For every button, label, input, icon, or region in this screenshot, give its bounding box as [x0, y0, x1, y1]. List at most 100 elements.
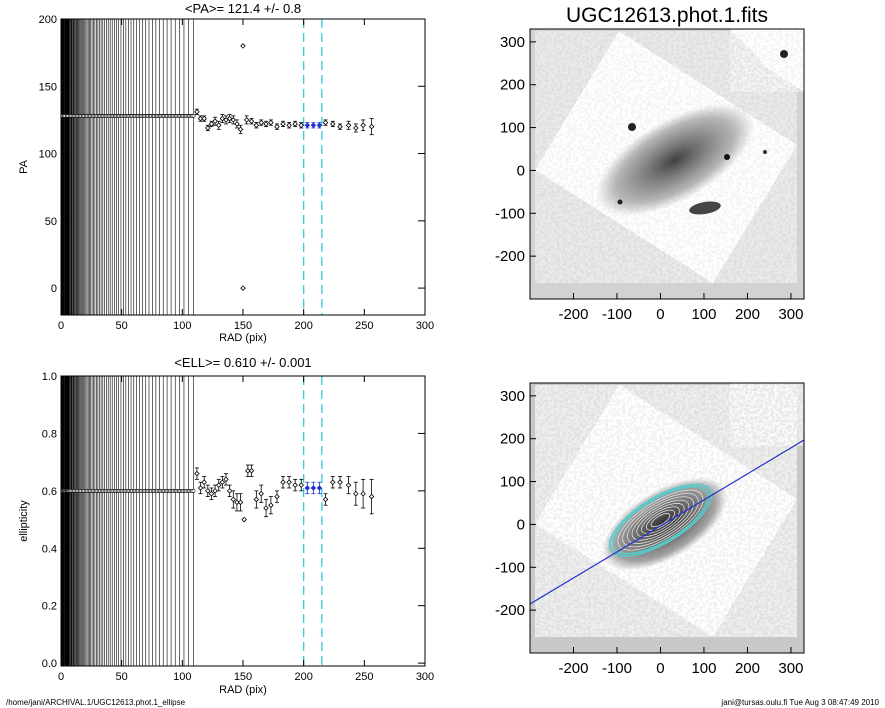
pa-marker — [274, 123, 280, 130]
pa-plot: <PA>= 121.4 +/- 0.8 0 50 100 150 200 250 300 0 5… — [18, 1, 434, 344]
pa-point — [201, 115, 207, 122]
pa-marker — [330, 121, 336, 127]
ellipticity-marker — [316, 485, 323, 491]
ellipticity-plot: <ELL>= 0.610 +/- 0.001 0 50 100 150 200 250 30… — [18, 355, 434, 696]
ellipticity-marker — [212, 488, 218, 494]
pa-point — [243, 115, 250, 125]
ellipticity-point — [274, 490, 280, 503]
ellipticity-marker — [201, 479, 207, 486]
pa-xtick-label: 250 — [355, 320, 373, 332]
pa-xtick-label: 300 — [416, 320, 434, 332]
pa-marker — [368, 123, 375, 130]
ellipticity-marker — [205, 488, 211, 494]
pa-inner-region — [61, 19, 196, 315]
contour-image-panel: -200 -100 0 100 200 300 -200 -100 0 100 200 300 — [495, 382, 805, 677]
ellipticity-marker — [360, 490, 366, 497]
contour-image-ytick-label: 100 — [500, 474, 525, 491]
galaxy-image-ytick-label: 100 — [500, 120, 525, 137]
pa-ylabel: PA — [18, 159, 30, 174]
pa-plot-title: <PA>= 121.4 +/- 0.8 — [185, 1, 301, 16]
ellipticity-marker — [226, 488, 233, 494]
ellipticity-ytick-label: 0.0 — [42, 658, 57, 670]
pa-marker — [258, 119, 264, 126]
pa-marker — [237, 126, 244, 133]
pa-marker — [243, 117, 250, 123]
ellipticity-point — [234, 493, 240, 512]
pa-marker — [263, 121, 269, 127]
pa-marker — [194, 109, 200, 115]
ellipticity-xtick-label: 50 — [116, 671, 128, 683]
pa-marker — [248, 118, 255, 125]
pa-point — [310, 122, 317, 129]
pa-plot-frame — [60, 18, 426, 316]
isophote-ellipse — [650, 513, 671, 528]
pa-point — [234, 119, 240, 129]
ellipticity-marker — [253, 496, 260, 503]
pa-marker — [253, 122, 260, 129]
contour-image-ytick-label: 200 — [500, 431, 525, 448]
galaxy-image-ytick-label: 0 — [517, 162, 525, 179]
pa-point — [226, 114, 233, 123]
ellipticity-point — [241, 516, 247, 523]
ellipticity-ytick-label: 0.4 — [42, 543, 57, 555]
ellipticity-marker — [310, 485, 317, 491]
pa-point — [197, 115, 204, 122]
ellipticity-point — [197, 481, 204, 495]
pa-xtick-label: 150 — [234, 320, 252, 332]
pa-xtick-label: 100 — [173, 320, 191, 332]
isophote-ellipse — [608, 483, 713, 557]
ellipticity-axes: 0 50 100 150 200 250 300 0.0 0.2 0.4 0.6 0.8 1.0 — [42, 371, 434, 683]
pa-marker — [345, 122, 352, 129]
pa-marker — [240, 285, 246, 291]
isophote-ellipse — [641, 506, 680, 534]
contour-image-xtick-label: 100 — [691, 660, 716, 677]
pa-marker — [268, 119, 274, 126]
ellipticity-point — [248, 464, 255, 477]
galaxy-image-ytick-label: -100 — [495, 205, 525, 222]
pa-point — [223, 115, 229, 125]
ellipticity-point — [215, 478, 222, 492]
isophote-ellipse — [645, 509, 676, 531]
ellipticity-marker — [345, 482, 352, 488]
ellipticity-xtick-label: 100 — [173, 671, 191, 683]
ellipticity-marker — [263, 505, 269, 511]
pa-xlabel: RAD (pix) — [219, 332, 267, 344]
ellipticity-marker — [268, 502, 274, 508]
ellipticity-point — [316, 481, 323, 495]
pa-xtick-label: 0 — [58, 320, 64, 332]
contour-image-xtick-label: 0 — [656, 660, 664, 677]
ellipticity-marker — [237, 499, 244, 506]
pa-point — [316, 122, 323, 129]
isophote-ellipse — [631, 499, 690, 541]
ellipticity-point — [230, 490, 237, 509]
pa-point — [253, 122, 260, 129]
galaxy-image-xtick-label: -100 — [602, 306, 632, 323]
ellipticity-ytick-label: 1.0 — [42, 371, 57, 383]
ellipticity-point — [237, 493, 244, 512]
pa-point — [345, 120, 352, 130]
galaxy-image-xtick-label: 300 — [778, 306, 803, 323]
ellipticity-marker — [248, 467, 255, 474]
ellipticity-xtick-label: 300 — [416, 671, 434, 683]
ellipticity-point — [310, 481, 317, 495]
ellipticity-point — [226, 484, 233, 497]
ellipticity-marker — [241, 516, 247, 523]
pa-point — [322, 119, 329, 126]
pa-xtick-label: 200 — [294, 320, 312, 332]
pa-marker — [212, 118, 218, 125]
ellipticity-marker — [197, 485, 204, 491]
pa-marker — [292, 121, 298, 127]
pa-point — [330, 120, 336, 128]
isophote-ellipse — [636, 503, 685, 538]
pa-marker — [286, 122, 292, 129]
pa-point — [274, 123, 280, 130]
pa-marker — [205, 125, 211, 131]
ellipticity-point — [253, 490, 260, 509]
pa-marker — [201, 115, 207, 122]
pa-point — [230, 115, 237, 125]
ellipticity-plot-title: <ELL>= 0.610 +/- 0.001 — [174, 355, 311, 370]
footer-timestamp: jani@tursas.oulu.fi Tue Aug 3 08:47:49 2… — [720, 698, 879, 707]
pa-point — [205, 124, 211, 132]
pa-point — [304, 122, 311, 129]
